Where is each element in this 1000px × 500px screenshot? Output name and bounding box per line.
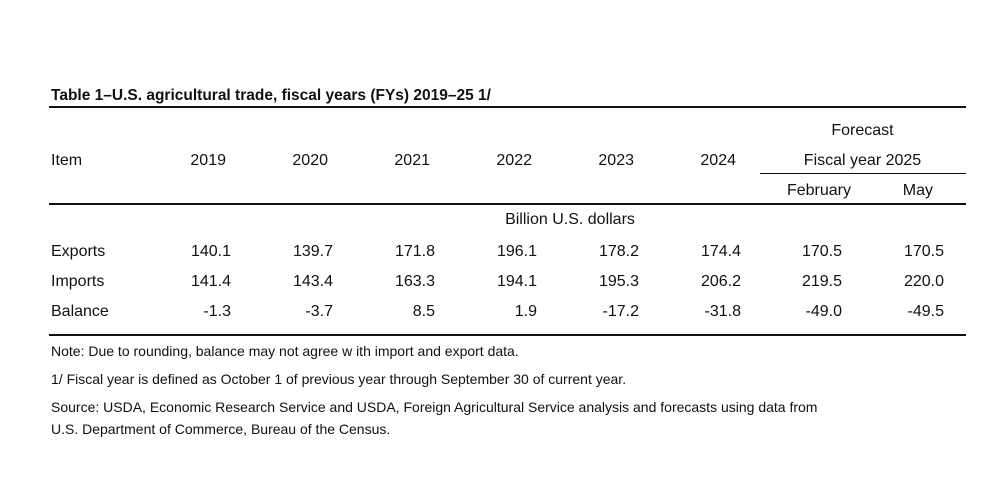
- header-year-2019: 2019: [190, 152, 226, 169]
- note-rounding: Note: Due to rounding, balance may not a…: [51, 343, 519, 359]
- cell-value: 206.2: [700, 273, 741, 290]
- row-label: Exports: [51, 243, 106, 260]
- cell-value: 141.4: [190, 273, 231, 290]
- header-year-2024: 2024: [700, 152, 736, 169]
- cell-value: -31.8: [704, 303, 741, 320]
- note-source: Source: USDA, Economic Research Service …: [51, 399, 818, 415]
- cell-value: 163.3: [394, 273, 435, 290]
- cell-value: 8.5: [412, 303, 435, 320]
- row-label: Imports: [51, 273, 105, 290]
- header-rule: [49, 203, 966, 205]
- cell-value: 220.0: [903, 273, 944, 290]
- cell-value: 194.1: [496, 273, 537, 290]
- table-title: Table 1–U.S. agricultural trade, fiscal …: [51, 87, 491, 104]
- header-year-2023: 2023: [598, 152, 634, 169]
- cell-value: 219.5: [801, 273, 842, 290]
- header-year-2022: 2022: [496, 152, 532, 169]
- cell-value: -49.5: [907, 303, 944, 320]
- cell-value: -3.7: [305, 303, 333, 320]
- header-month-may: May: [902, 182, 933, 199]
- units-label: Billion U.S. dollars: [505, 211, 635, 228]
- cell-value: 178.2: [598, 243, 639, 260]
- cell-value: -49.0: [805, 303, 842, 320]
- cell-value: 1.9: [514, 303, 537, 320]
- header-fiscal-year: Fiscal year 2025: [803, 152, 922, 169]
- header-forecast: Forecast: [831, 122, 894, 139]
- header-month-february: February: [786, 182, 851, 199]
- cell-value: 139.7: [292, 243, 333, 260]
- cell-value: -17.2: [602, 303, 639, 320]
- cell-value: 195.3: [598, 273, 639, 290]
- row-label: Balance: [51, 303, 109, 320]
- cell-value: -1.3: [203, 303, 231, 320]
- cell-value: 196.1: [496, 243, 537, 260]
- note-source-cont: U.S. Department of Commerce, Bureau of t…: [51, 421, 391, 437]
- note-fiscal-year: 1/ Fiscal year is defined as October 1 o…: [51, 371, 627, 387]
- cell-value: 143.4: [292, 273, 333, 290]
- bottom-rule: [49, 334, 966, 336]
- cell-value: 171.8: [394, 243, 435, 260]
- header-year-2020: 2020: [292, 152, 328, 169]
- cell-value: 140.1: [190, 243, 231, 260]
- cell-value: 174.4: [700, 243, 741, 260]
- header-year-2021: 2021: [394, 152, 430, 169]
- cell-value: 170.5: [903, 243, 944, 260]
- header-item: Item: [51, 152, 83, 169]
- top-rule: [49, 106, 966, 108]
- cell-value: 170.5: [801, 243, 842, 260]
- forecast-rule: [760, 173, 966, 174]
